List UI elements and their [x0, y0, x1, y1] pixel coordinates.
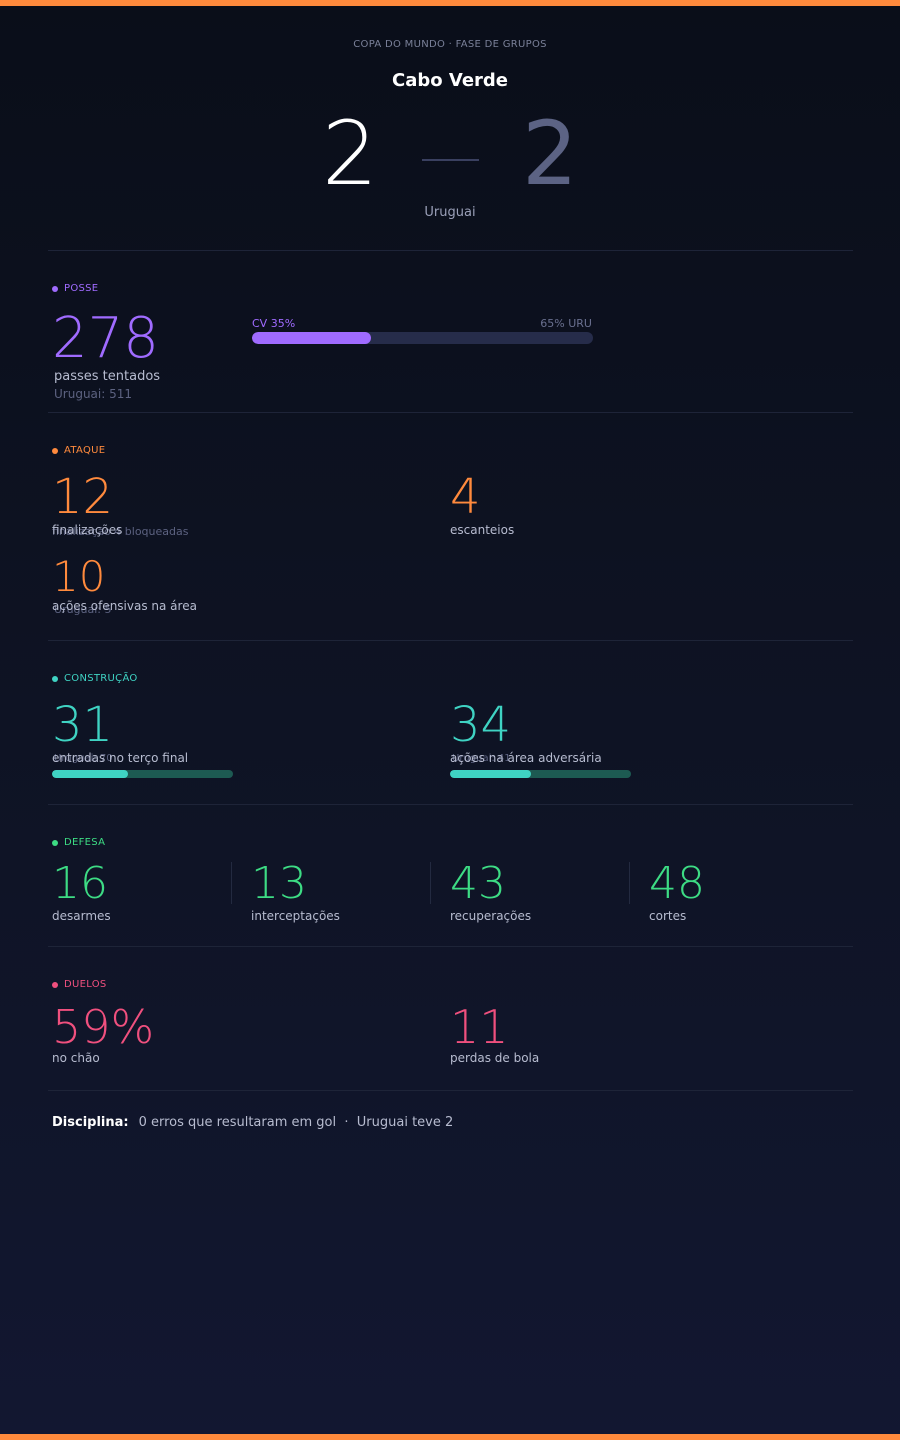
divider: [48, 640, 853, 641]
opp-box-caption: ações na área adversária: [450, 751, 602, 765]
column-divider: [231, 862, 232, 904]
tackles-value: 16: [52, 858, 108, 909]
section-title: DEFESA: [64, 837, 106, 848]
recoveries-value: 43: [450, 858, 506, 909]
interceptions-value: 13: [251, 858, 307, 909]
final-third-sub: Uruguai: 70: [54, 753, 113, 764]
column-divider: [629, 862, 630, 904]
home-score: 2: [322, 102, 378, 205]
section-title: ATAQUE: [64, 445, 106, 456]
opp-box-value: 34: [450, 697, 512, 753]
dot-icon: [52, 675, 58, 682]
dot-icon: [52, 839, 58, 846]
tackles-caption: desarmes: [52, 909, 111, 923]
opp-box-fill: [450, 770, 532, 778]
opp-box-sub: Uruguai: 41: [452, 753, 511, 764]
shots-sub: finalização 4 bloqueadas: [52, 525, 189, 538]
final-third-bar: [52, 770, 233, 778]
competition-label: COPA DO MUNDO · FASE DE GRUPOS: [353, 39, 547, 50]
corners-caption: escanteios: [450, 523, 515, 537]
section-label-ataque: ATAQUE: [52, 445, 105, 456]
possession-fill: [252, 332, 372, 344]
ball-losses-value: 11: [450, 1000, 509, 1054]
final-third-caption: entradas no terço final: [52, 751, 189, 765]
passes-sub: Uruguai: 511: [54, 387, 132, 401]
clearances-caption: cortes: [649, 909, 687, 923]
box-actions-value: 10: [52, 552, 106, 601]
dot-icon: [52, 981, 58, 988]
away-score: 2: [522, 102, 578, 205]
section-label-duelos: DUELOS: [52, 979, 107, 990]
section-label-defesa: DEFESA: [52, 837, 105, 848]
away-team-name: Uruguai: [424, 205, 476, 220]
ground-duels-caption: no chão: [52, 1051, 100, 1065]
corners-value: 4: [450, 469, 481, 525]
recoveries-caption: recuperações: [450, 909, 532, 923]
section-label-construcao: CONSTRUÇÃO: [52, 673, 138, 684]
section-label-posse: POSSE: [52, 283, 98, 294]
top-accent-bar: [0, 0, 900, 6]
shots-caption: finalizações: [52, 523, 123, 537]
section-title: CONSTRUÇÃO: [64, 673, 138, 684]
column-divider: [430, 862, 431, 904]
discipline-text: 0 erros que resultaram em gol · Uruguai …: [138, 1115, 454, 1130]
possession-bar: [252, 332, 593, 344]
score-separator: [422, 159, 479, 161]
ball-losses-caption: perdas de bola: [450, 1051, 540, 1065]
final-third-fill: [52, 770, 129, 778]
opp-box-bar: [450, 770, 631, 778]
bottom-accent-bar: [0, 1434, 900, 1440]
box-actions-sub: Uruguai: 5: [54, 603, 112, 616]
divider: [48, 250, 853, 251]
section-title: DUELOS: [64, 979, 107, 990]
passes-value: 278: [52, 306, 159, 371]
possession-away-label: 65% URU: [540, 317, 592, 330]
box-actions-caption: ações ofensivas na área: [52, 599, 197, 613]
section-title: POSSE: [64, 283, 99, 294]
home-team-name: Cabo Verde: [392, 70, 508, 91]
dot-icon: [52, 285, 58, 292]
discipline-line: Disciplina: 0 erros que resultaram em gol…: [52, 1115, 453, 1130]
divider: [48, 1090, 853, 1091]
interceptions-caption: interceptações: [251, 909, 340, 923]
passes-caption: passes tentados: [54, 369, 161, 384]
shots-value: 12: [52, 469, 114, 525]
clearances-value: 48: [649, 858, 705, 909]
divider: [48, 412, 853, 413]
final-third-value: 31: [52, 697, 114, 753]
divider: [48, 804, 853, 805]
divider: [48, 946, 853, 947]
dot-icon: [52, 447, 58, 454]
discipline-label: Disciplina:: [52, 1115, 129, 1130]
possession-home-label: CV 35%: [252, 317, 296, 330]
ground-duels-value: 59%: [52, 1000, 155, 1054]
